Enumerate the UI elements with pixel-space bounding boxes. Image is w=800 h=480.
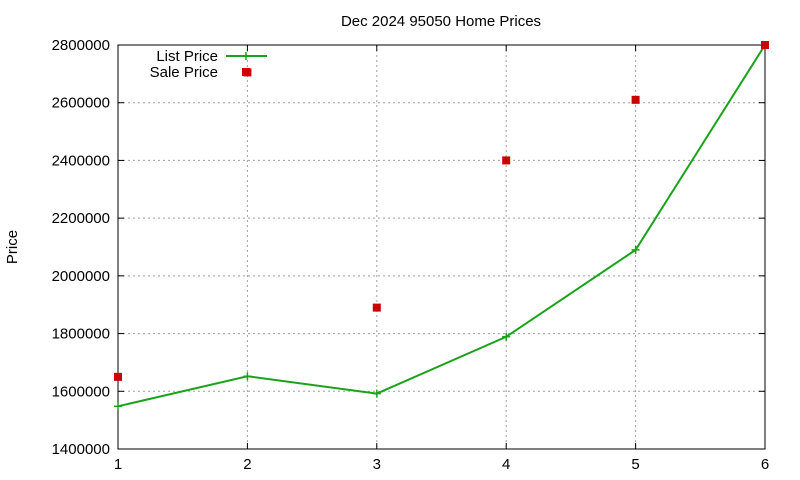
x-tick-label: 3 bbox=[373, 456, 381, 473]
list-price-point bbox=[243, 372, 252, 381]
sale-price-point bbox=[372, 303, 381, 312]
y-tick-label: 1600000 bbox=[52, 383, 110, 400]
y-tick-label: 2200000 bbox=[52, 210, 110, 227]
x-tick-label: 1 bbox=[114, 456, 122, 473]
x-tick-label: 6 bbox=[761, 456, 769, 473]
sale-price-point bbox=[114, 372, 122, 381]
x-tick-label: 4 bbox=[502, 456, 510, 473]
list-price-point bbox=[631, 245, 640, 254]
legend-label: List Price bbox=[156, 48, 218, 65]
y-tick-label: 2000000 bbox=[52, 268, 110, 285]
sale-price-point bbox=[502, 156, 511, 165]
y-tick-label: 2600000 bbox=[52, 95, 110, 112]
axis-ticks: 1 2 3 4 5 6 1400000 1600000 1800000 2000000 220000… bbox=[52, 37, 770, 473]
plot-area-border bbox=[117, 44, 766, 450]
y-tick-label: 2400000 bbox=[52, 152, 110, 169]
sale-price-point bbox=[631, 95, 640, 104]
legend-marker bbox=[242, 68, 250, 76]
list-price-line bbox=[117, 44, 766, 408]
data-series bbox=[114, 41, 769, 411]
list-price-point bbox=[114, 402, 122, 411]
legend-marker bbox=[242, 52, 250, 60]
chart-title: Dec 2024 95050 Home Prices bbox=[341, 13, 541, 30]
y-tick-label: 1400000 bbox=[52, 441, 110, 458]
y-tick-label: 1800000 bbox=[52, 326, 110, 343]
grid-lines bbox=[118, 45, 765, 449]
list-price-point bbox=[372, 389, 381, 398]
list-price-point bbox=[502, 332, 511, 341]
y-tick-label: 2800000 bbox=[52, 37, 110, 54]
legend-label: Sale Price bbox=[150, 64, 218, 81]
x-tick-label: 5 bbox=[631, 456, 639, 473]
x-tick-label: 2 bbox=[243, 456, 251, 473]
y-axis-label: Price bbox=[4, 230, 21, 264]
sale-price-point bbox=[761, 41, 769, 49]
